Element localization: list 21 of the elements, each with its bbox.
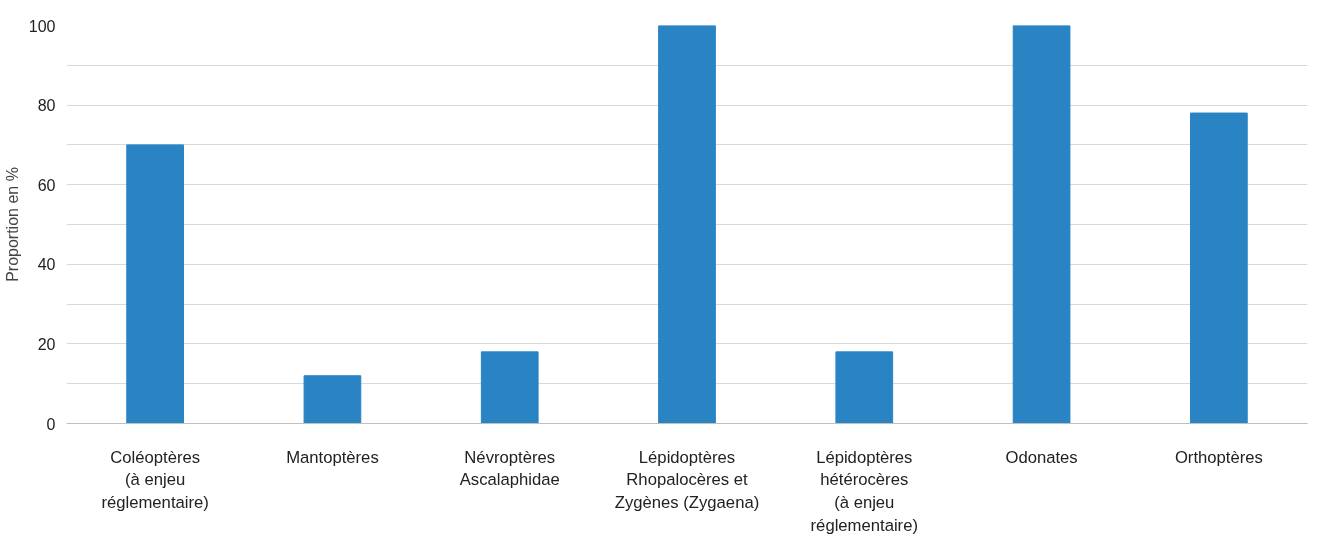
x-tick-label: Névroptères Ascalaphidae <box>459 447 560 490</box>
bar <box>303 375 362 424</box>
bar <box>835 351 894 424</box>
bar <box>658 25 716 424</box>
y-tick-label: 80 <box>37 97 56 115</box>
bar <box>1012 25 1071 424</box>
y-tick-label: 100 <box>28 17 56 35</box>
y-tick-label: 60 <box>37 176 56 194</box>
bar <box>126 144 185 424</box>
bar <box>480 351 539 424</box>
x-tick-label: Odonates <box>1005 447 1078 467</box>
x-tick-label: Coléoptères (à enjeu réglementaire) <box>101 447 209 513</box>
y-tick-label: 20 <box>37 335 56 353</box>
x-tick-label: Mantoptères <box>286 447 379 467</box>
x-tick-label: Lépidoptères Rhopalocères et Zygènes (Zygaena) <box>614 447 760 513</box>
x-tick-label: Orthoptères <box>1174 447 1263 467</box>
y-tick-label: 0 <box>46 415 56 433</box>
bar <box>1189 112 1248 424</box>
x-tick-label: Lépidoptères hétérocères (à enjeu réglementaire) <box>810 447 918 535</box>
y-tick-label: 40 <box>37 256 56 274</box>
y-axis-title: Proportion en % <box>3 167 21 282</box>
